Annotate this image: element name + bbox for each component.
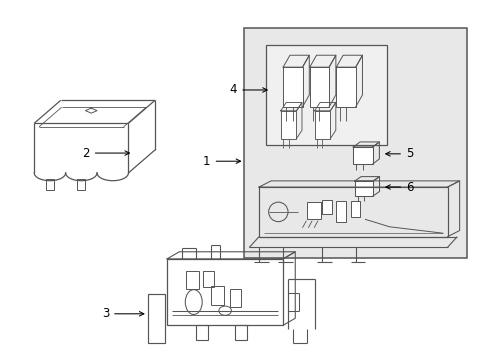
Bar [147, 294, 164, 343]
Bar [244, 28, 466, 258]
Bar [46, 179, 54, 190]
Text: 4: 4 [229, 84, 266, 96]
Bar [234, 325, 246, 339]
Bar [354, 181, 372, 196]
Bar [352, 147, 372, 164]
Bar [229, 289, 240, 307]
Bar [259, 187, 447, 237]
Text: 5: 5 [385, 147, 412, 160]
Bar [336, 67, 355, 107]
Text: 2: 2 [82, 147, 129, 159]
Bar [307, 202, 320, 219]
Bar [265, 45, 386, 145]
Bar [280, 111, 296, 139]
Bar [186, 271, 198, 289]
Text: 6: 6 [385, 180, 413, 194]
Bar [203, 271, 214, 287]
Bar [196, 325, 208, 339]
Bar [314, 111, 329, 139]
Text: 3: 3 [102, 307, 143, 320]
Bar [321, 200, 332, 215]
Bar [210, 286, 224, 305]
Bar [283, 67, 302, 107]
Bar [309, 67, 328, 107]
Bar [350, 201, 359, 217]
Bar [77, 179, 85, 190]
Bar [167, 259, 283, 325]
Bar [336, 201, 346, 222]
Text: 1: 1 [203, 155, 240, 168]
